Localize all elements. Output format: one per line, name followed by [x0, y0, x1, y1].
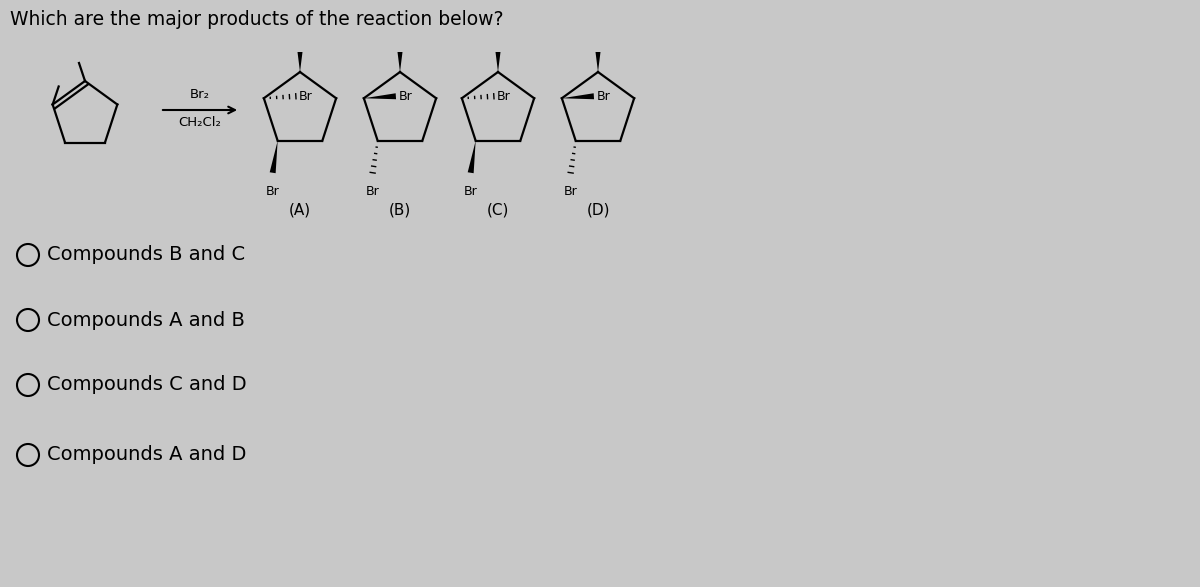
Text: Br₂: Br₂	[190, 87, 210, 100]
Text: Compounds C and D: Compounds C and D	[47, 376, 247, 394]
Text: Compounds A and D: Compounds A and D	[47, 446, 246, 464]
Text: Br: Br	[463, 185, 478, 198]
Polygon shape	[595, 52, 600, 72]
Text: Compounds B and C: Compounds B and C	[47, 245, 245, 265]
Text: (C): (C)	[487, 203, 509, 218]
Polygon shape	[397, 52, 402, 72]
Text: CH₂Cl₂: CH₂Cl₂	[179, 116, 222, 129]
Polygon shape	[270, 141, 277, 173]
Text: Br: Br	[497, 90, 511, 103]
Text: Compounds A and B: Compounds A and B	[47, 311, 245, 329]
Text: Br: Br	[596, 90, 611, 103]
Text: (D): (D)	[587, 203, 610, 218]
Text: Br: Br	[366, 185, 379, 198]
Polygon shape	[496, 52, 500, 72]
Polygon shape	[562, 93, 594, 99]
Text: Which are the major products of the reaction below?: Which are the major products of the reac…	[10, 10, 504, 29]
Text: Br: Br	[564, 185, 577, 198]
Text: Br: Br	[398, 90, 413, 103]
Polygon shape	[364, 93, 396, 99]
Polygon shape	[468, 141, 475, 173]
Text: Br: Br	[265, 185, 280, 198]
Text: (B): (B)	[389, 203, 412, 218]
Text: (A): (A)	[289, 203, 311, 218]
Text: Br: Br	[299, 90, 313, 103]
Polygon shape	[298, 52, 302, 72]
